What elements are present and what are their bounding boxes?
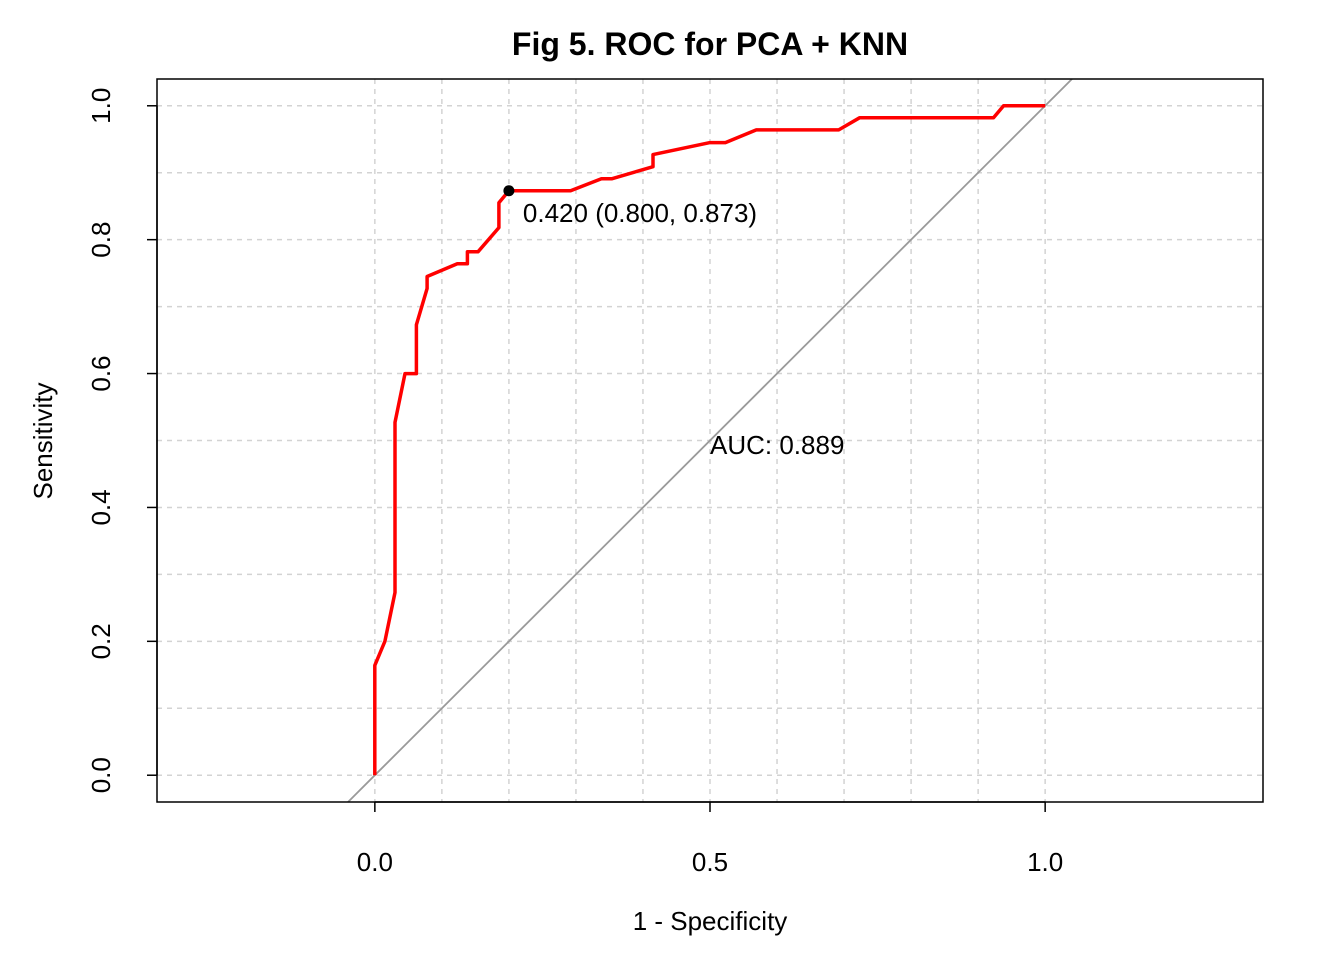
y-axis: 0.0 0.2 0.4 0.6 0.8 1.0	[86, 88, 158, 793]
y-tick-label: 0.0	[86, 757, 116, 793]
x-tick-label: 1.0	[1027, 847, 1063, 877]
roc-curve-line	[373, 104, 1046, 776]
y-axis-label: Sensitivity	[28, 382, 58, 499]
chart-title: Fig 5. ROC for PCA + KNN	[512, 26, 908, 62]
x-axis: 0.0 0.5 1.0	[357, 801, 1063, 877]
threshold-label: 0.420 (0.800, 0.873)	[523, 198, 757, 228]
y-tick-label: 0.4	[86, 489, 116, 525]
x-tick-label: 0.0	[357, 847, 393, 877]
x-axis-label: 1 - Specificity	[633, 906, 788, 936]
y-tick-label: 0.2	[86, 623, 116, 659]
grid-layer	[157, 79, 1263, 802]
y-tick-label: 1.0	[86, 88, 116, 124]
y-tick-label: 0.8	[86, 222, 116, 258]
reference-diagonal-line	[347, 78, 1073, 803]
y-tick-label: 0.6	[86, 355, 116, 391]
x-tick-label: 0.5	[692, 847, 728, 877]
auc-label: AUC: 0.889	[710, 430, 844, 460]
threshold-point	[503, 185, 515, 197]
